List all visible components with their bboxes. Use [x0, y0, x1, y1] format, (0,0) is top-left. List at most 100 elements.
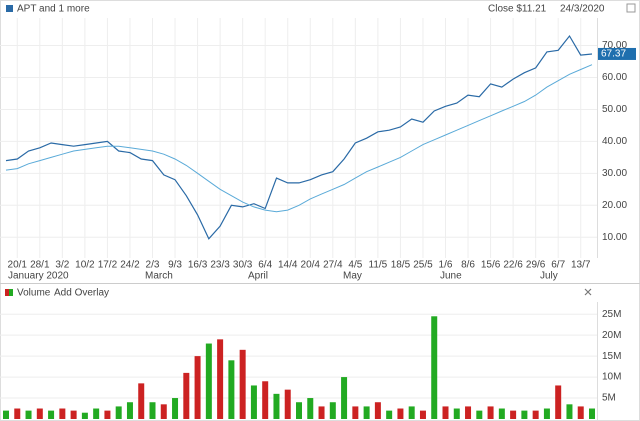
legend-text[interactable]: APT and 1 more: [17, 4, 90, 15]
month-label: May: [343, 271, 362, 282]
y-tick-label: 10M: [602, 372, 621, 383]
volume-bar: [36, 408, 43, 419]
volume-bar: [138, 383, 145, 419]
volume-bar: [453, 408, 460, 419]
y-tick-label: 40.00: [602, 136, 627, 147]
month-label: July: [540, 271, 558, 282]
volume-title: Volume: [17, 288, 51, 299]
volume-bar: [217, 339, 224, 419]
volume-bar: [205, 343, 212, 419]
date-label: 24/3/2020: [560, 4, 605, 15]
y-tick-label: 20M: [602, 330, 621, 341]
y-tick-label: 30.00: [602, 168, 627, 179]
last-price-label: 67.37: [601, 49, 626, 60]
month-label: January 2020: [8, 271, 69, 282]
x-tick-label: 6/4: [258, 260, 272, 271]
y-tick-label: 50.00: [602, 104, 627, 115]
month-label: April: [248, 271, 268, 282]
volume-bar: [487, 406, 494, 419]
volume-bar: [149, 402, 156, 419]
x-tick-label: 20/1: [8, 260, 28, 271]
volume-bar: [363, 406, 370, 419]
x-tick-label: 24/2: [120, 260, 140, 271]
volume-bar: [273, 393, 280, 419]
volume-bar: [408, 406, 415, 419]
price-line: [5, 34, 593, 240]
x-tick-label: 10/2: [75, 260, 95, 271]
volume-bar: [250, 385, 257, 419]
volume-bar: [374, 402, 381, 419]
volume-bar: [115, 406, 122, 419]
volume-bar: [543, 408, 550, 419]
y-tick-label: 70.00: [602, 40, 627, 51]
volume-bar: [397, 408, 404, 419]
x-tick-label: 6/7: [551, 260, 565, 271]
x-tick-label: 23/3: [210, 260, 230, 271]
x-tick-label: 25/5: [413, 260, 433, 271]
volume-bar: [329, 402, 336, 419]
x-tick-label: 14/4: [278, 260, 298, 271]
volume-bar: [419, 410, 426, 419]
x-tick-label: 18/5: [391, 260, 411, 271]
volume-bar: [577, 406, 584, 419]
volume-bar: [160, 404, 167, 419]
volume-bar: [81, 412, 88, 419]
close-label: Close $11.21: [488, 4, 547, 15]
x-tick-label: 27/4: [323, 260, 343, 271]
volume-bar: [476, 410, 483, 419]
volume-bar: [14, 408, 21, 419]
y-tick-label: 15M: [602, 351, 621, 362]
x-tick-label: 22/6: [503, 260, 523, 271]
volume-bar: [555, 385, 562, 419]
volume-bar: [296, 402, 302, 419]
volume-bar: [239, 349, 246, 419]
last-price-tag: [598, 47, 636, 60]
x-tick-label: 1/6: [439, 260, 453, 271]
x-tick-label: 17/2: [98, 260, 118, 271]
volume-bar: [465, 406, 472, 419]
volume-icon-red: [5, 289, 9, 296]
x-tick-label: 3/2: [55, 260, 69, 271]
legend-swatch: [6, 5, 13, 12]
panel-button[interactable]: [626, 3, 636, 13]
volume-bar: [59, 408, 66, 419]
volume-bar: [386, 410, 393, 419]
add-overlay-button[interactable]: Add Overlay: [54, 288, 109, 299]
x-tick-label: 13/7: [571, 260, 591, 271]
volume-bar: [262, 381, 269, 419]
volume-bar: [341, 377, 348, 419]
x-tick-label: 30/3: [233, 260, 253, 271]
month-label: March: [145, 271, 173, 282]
y-tick-label: 20.00: [602, 200, 627, 211]
y-tick-label: 25M: [602, 309, 621, 320]
volume-bar: [521, 410, 528, 419]
x-tick-label: 29/6: [526, 260, 546, 271]
close-button[interactable]: [584, 288, 592, 296]
volume-bar: [566, 404, 573, 419]
volume-bar: [442, 406, 449, 419]
y-tick-label: 10.00: [602, 232, 627, 243]
volume-bar: [104, 410, 111, 419]
x-tick-label: 8/6: [461, 260, 475, 271]
volume-bar: [126, 402, 133, 419]
volume-bar: [510, 410, 517, 419]
volume-bar: [25, 410, 32, 419]
volume-bar: [228, 360, 235, 419]
price-line: [5, 64, 593, 213]
volume-bar: [183, 372, 190, 419]
volume-bar: [307, 398, 314, 419]
volume-bar: [3, 410, 9, 419]
volume-bar: [352, 406, 359, 419]
volume-bar: [431, 316, 438, 419]
y-tick-label: 5M: [602, 393, 616, 404]
volume-bar: [194, 356, 201, 419]
y-tick-label: 60.00: [602, 72, 627, 83]
volume-icon-green: [9, 289, 13, 296]
volume-bar: [589, 408, 595, 419]
x-tick-label: 9/3: [168, 260, 182, 271]
volume-bar: [70, 410, 77, 419]
x-tick-label: 4/5: [348, 260, 362, 271]
